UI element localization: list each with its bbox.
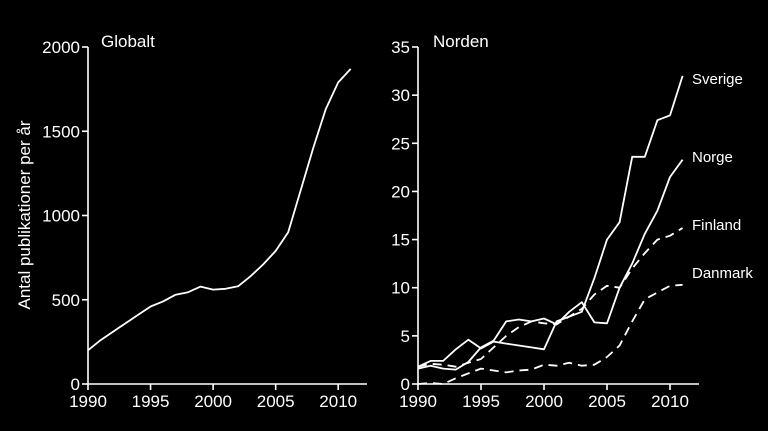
norden-y-tick-label: 0 xyxy=(401,375,410,394)
danmark-series-line xyxy=(417,283,683,385)
norden-panel: Norden 1990 1995 2000 2005 2010 0 5 10 15 20 25 30 3… xyxy=(391,32,753,411)
globalt-panel: Globalt Antal publikationer per år 1990 1… xyxy=(15,32,367,411)
globalt-x-tick-label: 2005 xyxy=(257,392,295,411)
globalt-x-tick-label: 1995 xyxy=(132,392,170,411)
norden-x-tick-label: 1995 xyxy=(462,392,500,411)
norden-x-tick-label: 2000 xyxy=(525,392,563,411)
globalt-x-tick-label: 1990 xyxy=(69,392,107,411)
sverige-series-label: Sverige xyxy=(692,71,743,88)
sverige-series-line xyxy=(417,75,684,368)
norden-x-tick-label: 1990 xyxy=(399,392,437,411)
finland-series-label: Finland xyxy=(692,217,741,234)
globalt-x-tick-label: 2000 xyxy=(194,392,232,411)
danmark-series-label: Danmark xyxy=(692,265,753,282)
norden-y-tick-label: 15 xyxy=(391,231,410,250)
norden-y-tick-label: 35 xyxy=(391,38,410,57)
norden-title: Norden xyxy=(433,32,489,51)
globalt-y-tick-label: 0 xyxy=(71,375,80,394)
norden-y-tick-label: 10 xyxy=(391,279,410,298)
norden-y-tick-label: 5 xyxy=(401,327,410,346)
globalt-x-tick-label: 2010 xyxy=(319,392,357,411)
y-axis-label: Antal publikationer per år xyxy=(15,120,34,309)
finland-series-line xyxy=(417,227,684,368)
globalt-series-line xyxy=(87,68,352,352)
norden-y-tick-label: 30 xyxy=(391,86,410,105)
norden-x-tick-label: 2005 xyxy=(588,392,626,411)
norge-series-label: Norge xyxy=(692,149,733,166)
globalt-y-tick-label: 500 xyxy=(52,291,80,310)
globalt-y-tick-label: 2000 xyxy=(42,38,80,57)
norden-x-tick-label: 2010 xyxy=(651,392,689,411)
norden-y-tick-label: 20 xyxy=(391,182,410,201)
globalt-title: Globalt xyxy=(101,32,155,51)
norden-y-tick-label: 25 xyxy=(391,134,410,153)
norge-series-line xyxy=(417,159,684,371)
globalt-y-tick-label: 1000 xyxy=(42,207,80,226)
globalt-y-tick-label: 1500 xyxy=(42,122,80,141)
